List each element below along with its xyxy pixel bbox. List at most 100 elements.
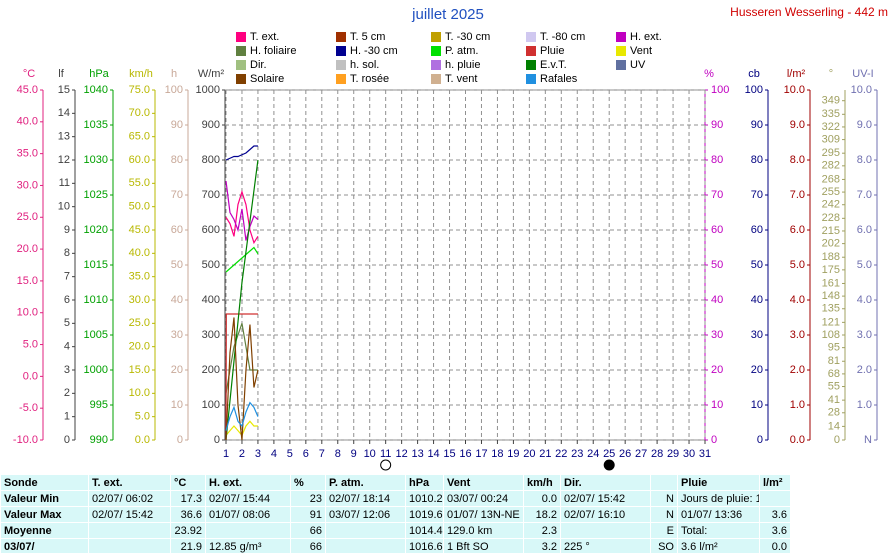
y-tick-label: 0 [711,434,717,446]
table-cell: 21.9 [170,538,206,553]
y-tick-label: 0 [214,434,220,446]
x-tick-label: 24 [587,448,599,460]
axis-title: lf [58,68,64,80]
y-tick-label: 35.0 [129,271,150,283]
y-tick-label: 80 [751,154,763,166]
moon-full [380,459,392,471]
legend-swatch [336,60,346,70]
y-tick-label: 50 [711,259,723,271]
y-tick-label: 0 [64,434,70,446]
y-tick-label: 1015 [84,259,108,271]
y-tick-label: 800 [202,154,220,166]
table-cell: 17.3 [170,490,206,507]
series-line [225,189,259,245]
y-tick-label: 268 [822,173,840,185]
y-tick-label: 1000 [196,84,220,96]
x-tick-label: 12 [396,448,408,460]
y-tick-label: 4.0 [857,294,872,306]
y-tick-label: 41 [828,394,840,406]
y-tick-label: 1020 [84,224,108,236]
table-cell: Vent [443,474,524,491]
table-cell: 12.85 g/m³ [205,538,291,553]
table-cell: Dir. [560,474,651,491]
y-tick-label: 202 [822,238,840,250]
x-tick-label: 4 [271,448,277,460]
y-tick-label: 5.0 [135,411,150,423]
axis-title: °C [23,68,35,80]
y-tick-label: 6.0 [857,224,872,236]
y-tick-label: 70 [711,189,723,201]
legend-swatch [336,74,346,84]
y-tick-label: 322 [822,121,840,133]
table-cell: 3.6 [759,522,791,539]
station-label: Husseren Wesserling - 442 m [730,5,888,19]
y-tick-label: 5.0 [790,259,805,271]
y-tick-label: 90 [171,119,183,131]
legend-label: h. pluie [445,59,480,71]
table-cell: E [650,522,678,539]
table-cell [88,522,171,539]
legend-label: Rafales [540,73,578,85]
summary-table: Sonde T. ext. °C H. ext.% P. atm. hPa Vent km/h… [0,474,791,553]
y-tick-label: 25.0 [129,317,150,329]
axis-title: W/m² [198,68,225,80]
table-cell: 18.2 [523,506,561,523]
y-tick-label: 335 [822,108,840,120]
legend-label: T. rosée [350,73,389,85]
moon-new [603,459,615,471]
table-cell: P. atm. [325,474,406,491]
legend-label: T. ext. [250,31,279,43]
legend-label: H. ext. [630,31,662,43]
x-tick-label: 30 [683,448,695,460]
y-tick-label: 1005 [84,329,108,341]
table-cell: 1014.4 [405,522,444,539]
y-tick-label: 6 [64,294,70,306]
table-cell: 225 ° [560,538,651,553]
y-tick-label: 20 [711,364,723,376]
axis-title: % [704,68,714,80]
y-tick-label: 70 [171,189,183,201]
table-cell: l/m² [759,474,791,491]
x-tick-label: 22 [555,448,567,460]
y-tick-label: 60 [171,224,183,236]
y-tick-label: 14 [828,420,840,432]
y-tick-label: 1030 [84,154,108,166]
table-cell: 0.0 [523,490,561,507]
y-tick-label: 40 [711,294,723,306]
axis-title: km/h [129,68,153,80]
series-line [225,145,258,161]
x-tick-label: 26 [619,448,631,460]
x-tick-label: 15 [443,448,455,460]
series-line [225,401,259,431]
table-cell: 0.0 [759,538,791,553]
y-tick-label: 108 [822,329,840,341]
legend-swatch [336,46,346,56]
x-tick-label: 11 [380,448,391,460]
legend-label: P. atm. [445,45,478,57]
table-cell [325,522,406,539]
y-tick-label: 20.0 [129,341,150,353]
y-tick-label: 3.0 [790,329,805,341]
table-cell: °C [170,474,206,491]
axis-title: UV-I [852,68,873,80]
table-cell: Moyenne [0,522,89,539]
y-tick-label: 40 [171,294,183,306]
y-tick-label: 1.0 [857,399,872,411]
y-tick-label: 2 [64,387,70,399]
y-tick-label: 995 [90,399,108,411]
y-tick-label: 3.0 [857,329,872,341]
y-tick-label: 4 [64,341,70,353]
y-tick-label: 100 [711,84,729,96]
legend-label: Solaire [250,73,284,85]
y-tick-label: 300 [202,329,220,341]
table-cell: 02/07/ 15:42 [88,506,171,523]
y-tick-label: 90 [751,119,763,131]
x-tick-label: 18 [491,448,503,460]
table-cell: 36.6 [170,506,206,523]
legend-label: h. sol. [350,59,379,71]
y-tick-label: 65.0 [129,131,150,143]
x-tick-label: 9 [351,448,357,460]
y-tick-label: 0 [834,434,840,446]
y-tick-label: 100 [165,84,183,96]
legend-swatch [616,46,626,56]
